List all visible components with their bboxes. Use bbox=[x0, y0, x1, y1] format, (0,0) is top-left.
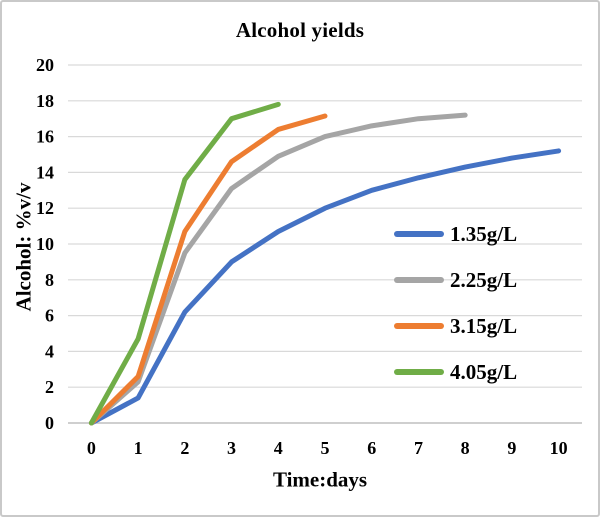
chart-title: Alcohol yields bbox=[235, 18, 365, 42]
y-tick-label: 6 bbox=[45, 306, 54, 326]
x-tick-label: 9 bbox=[507, 438, 516, 458]
legend: 1.35g/L 2.25g/L 3.15g/L 4.05g/L bbox=[394, 211, 584, 395]
y-tick-label: 12 bbox=[36, 198, 54, 218]
legend-swatch-4.05g/L bbox=[394, 369, 444, 375]
y-tick-label: 20 bbox=[36, 55, 54, 75]
series-line-1.35g/L bbox=[88, 148, 562, 426]
x-tick-label: 0 bbox=[87, 438, 96, 458]
legend-swatch-3.15g/L bbox=[394, 323, 444, 329]
x-tick-label: 7 bbox=[414, 438, 423, 458]
x-tick-label: 1 bbox=[134, 438, 143, 458]
series-line-2.25g/L bbox=[88, 112, 468, 426]
series-line-3.15g/L bbox=[88, 113, 328, 426]
series-line-4.05g/L bbox=[88, 101, 281, 426]
x-tick-label: 3 bbox=[227, 438, 236, 458]
y-tick-label: 16 bbox=[36, 127, 54, 147]
legend-label: 3.15g/L bbox=[450, 313, 518, 338]
legend-item: 1.35g/L bbox=[394, 211, 584, 257]
legend-swatch-2.25g/L bbox=[394, 277, 444, 283]
x-tick-label: 4 bbox=[274, 438, 283, 458]
x-tick-label: 2 bbox=[180, 438, 189, 458]
legend-swatch-1.35g/L bbox=[394, 231, 444, 237]
legend-label: 1.35g/L bbox=[450, 221, 518, 246]
legend-item: 2.25g/L bbox=[394, 257, 584, 303]
x-axis-title: Time:days bbox=[272, 467, 368, 492]
y-tick-label: 18 bbox=[36, 91, 54, 111]
x-tick-label: 10 bbox=[550, 438, 568, 458]
x-tick-label: 8 bbox=[461, 438, 470, 458]
legend-item: 3.15g/L bbox=[394, 303, 584, 349]
y-tick-label: 14 bbox=[36, 162, 54, 182]
x-tick-label: 6 bbox=[367, 438, 376, 458]
y-tick-label: 4 bbox=[45, 341, 54, 361]
legend-label: 2.25g/L bbox=[450, 267, 518, 292]
y-tick-label: 0 bbox=[45, 413, 54, 433]
y-tick-label: 8 bbox=[45, 270, 54, 290]
legend-label: 4.05g/L bbox=[450, 359, 518, 384]
y-tick-label: 10 bbox=[36, 234, 54, 254]
x-tick-label: 5 bbox=[321, 438, 330, 458]
y-tick-label: 2 bbox=[45, 377, 54, 397]
legend-item: 4.05g/L bbox=[394, 349, 584, 395]
